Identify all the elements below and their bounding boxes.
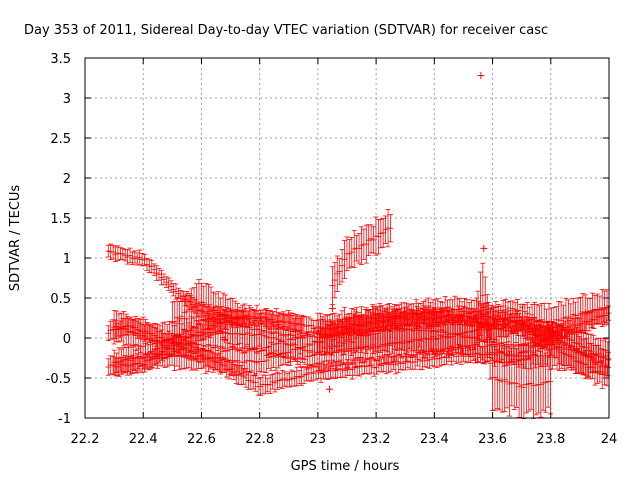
y-tick-label: 2	[63, 172, 71, 187]
y-tick-label: 1.5	[50, 212, 71, 227]
x-tick-label: 24	[601, 432, 618, 447]
y-axis-label: SDTVAR / TECUs	[8, 185, 23, 292]
x-tick-label: 22.6	[187, 432, 216, 447]
y-tick-label: 0.5	[50, 292, 71, 307]
x-tick-label: 23.6	[478, 432, 507, 447]
y-tick-label: 3.5	[50, 52, 71, 67]
outlier-point	[328, 304, 336, 312]
y-tick-label: 2.5	[50, 132, 71, 147]
y-tick-label: 1	[63, 252, 71, 267]
y-tick-label: 0	[63, 332, 71, 347]
x-tick-label: 22.4	[129, 432, 158, 447]
y-tick-label: 3	[63, 92, 71, 107]
outlier-point	[477, 72, 485, 80]
outlier-point	[221, 336, 229, 344]
series-track-9	[475, 262, 554, 419]
y-tick-label: -0.5	[46, 372, 71, 387]
x-tick-label: 22.2	[71, 432, 100, 447]
axis-ticks: 22.2 22.4 22.6 22.8 23 23.2 23.4 23.6 23.8 24-1-0…	[46, 52, 618, 447]
x-tick-label: 23.2	[362, 432, 391, 447]
x-tick-label: 23.4	[420, 432, 449, 447]
series-track-8	[329, 209, 394, 305]
x-axis-label: GPS time / hours	[291, 459, 400, 474]
x-tick-label: 22.8	[245, 432, 274, 447]
x-tick-label: 23.8	[536, 432, 565, 447]
plot-frame	[84, 57, 610, 419]
outlier-point	[326, 385, 334, 393]
x-tick-label: 23	[310, 432, 327, 447]
chart-title: Day 353 of 2011, Sidereal Day-to-day VTE…	[24, 23, 548, 38]
series-track-7	[169, 279, 306, 360]
data-series	[105, 72, 612, 419]
outlier-point	[480, 244, 488, 252]
y-tick-label: -1	[58, 412, 71, 427]
